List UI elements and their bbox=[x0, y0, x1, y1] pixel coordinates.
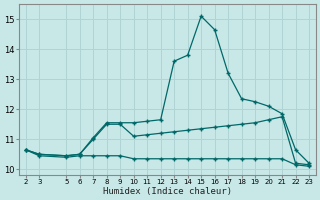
X-axis label: Humidex (Indice chaleur): Humidex (Indice chaleur) bbox=[103, 187, 232, 196]
